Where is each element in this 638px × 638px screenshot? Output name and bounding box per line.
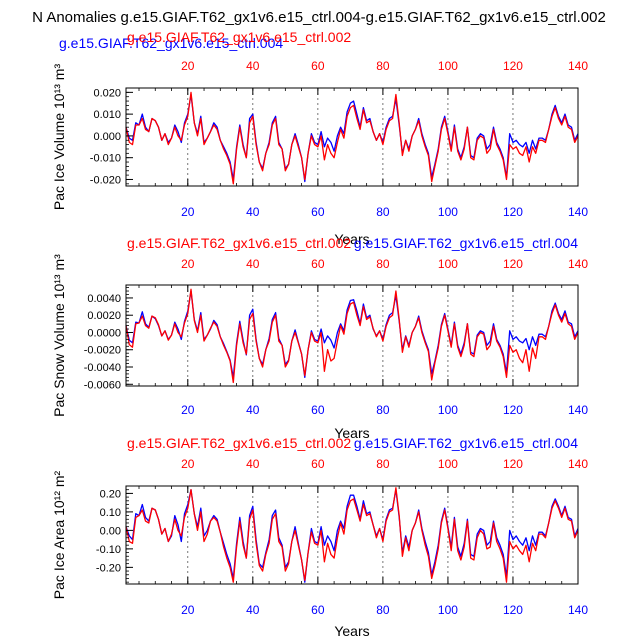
pac-ice-volume-x-top-tick-label: 80 <box>376 59 390 73</box>
pac-snow-volume-title-run-002: g.e15.GIAF.T62_gx1v6.e15_ctrl.002 <box>127 235 351 251</box>
pac-snow-volume-x-top-tick-label: 20 <box>181 257 195 271</box>
pac-snow-volume-y-tick-label: 0.0000 <box>87 327 121 339</box>
pac-ice-volume-series-red <box>125 91 579 185</box>
pac-ice-area-title-run-004: g.e15.GIAF.T62_gx1v6.e15_ctrl.004 <box>354 435 578 451</box>
pac-ice-volume-y-tick-label: -0.020 <box>90 174 121 186</box>
pac-ice-volume-x-top-tick-label: 60 <box>311 59 325 73</box>
pac-snow-volume-x-top-tick-label: 40 <box>246 257 260 271</box>
pac-snow-volume-x-top-tick-label: 140 <box>568 257 588 271</box>
pac-ice-volume-x-tick-label: 100 <box>438 205 458 219</box>
pac-ice-area-y-tick-label: 0.00 <box>100 525 121 537</box>
pac-ice-volume-x-top-tick-label: 100 <box>438 59 458 73</box>
pac-ice-volume-title-run-004: g.e15.GIAF.T62_gx1v6.e15_ctrl.004 <box>59 35 283 51</box>
pac-ice-volume-y-tick-label: -0.010 <box>90 153 121 165</box>
pac-snow-volume-y-tick-label: -0.0020 <box>84 345 121 357</box>
pac-ice-area-x-tick-label: 20 <box>181 603 195 617</box>
pac-snow-volume-x-top-tick-label: 120 <box>503 257 523 271</box>
pac-ice-area-x-top-tick-label: 80 <box>376 457 390 471</box>
pac-ice-area-series-blue <box>125 489 579 583</box>
figure-title: N Anomalies g.e15.GIAF.T62_gx1v6.e15_ctr… <box>32 9 606 26</box>
pac-ice-volume-x-top-tick-label: 20 <box>181 59 195 73</box>
pac-ice-volume-x-top-tick-label: 40 <box>246 59 260 73</box>
pac-ice-volume-y-tick-label: 0.010 <box>93 109 121 121</box>
pac-ice-volume-x-tick-label: 40 <box>246 205 260 219</box>
pac-snow-volume-x-tick-label: 140 <box>568 403 588 417</box>
pac-snow-volume-x-top-tick-label: 60 <box>311 257 325 271</box>
pac-ice-area-x-top-tick-label: 60 <box>311 457 325 471</box>
pac-snow-volume-y-axis-label: Pac Snow Volume 10¹³ m³ <box>51 254 67 417</box>
pac-ice-area-x-tick-label: 80 <box>376 603 390 617</box>
pac-ice-area-x-tick-label: 120 <box>503 603 523 617</box>
pac-ice-area-plot-frame <box>125 485 579 585</box>
pac-ice-area-x-top-tick-label: 20 <box>181 457 195 471</box>
pac-ice-area-x-tick-label: 100 <box>438 603 458 617</box>
pac-snow-volume-x-top-tick-label: 100 <box>438 257 458 271</box>
pac-snow-volume-x-tick-label: 20 <box>181 403 195 417</box>
pac-ice-area-series-red <box>125 487 579 583</box>
pac-ice-area-y-tick-label: 0.10 <box>100 507 121 519</box>
pac-ice-area-y-tick-label: 0.20 <box>100 488 121 500</box>
pac-ice-volume-plot-frame <box>125 87 579 187</box>
pac-ice-volume-y-tick-label: 0.000 <box>93 131 121 143</box>
pac-snow-volume-x-top-tick-label: 80 <box>376 257 390 271</box>
pac-snow-volume-plot-frame <box>125 284 579 387</box>
pac-ice-volume-y-tick-label: 0.020 <box>93 87 121 99</box>
pac-snow-volume-x-tick-label: 100 <box>438 403 458 417</box>
pac-ice-area-x-tick-label: 60 <box>311 603 325 617</box>
pac-snow-volume-y-tick-label: 0.0020 <box>87 310 121 322</box>
pac-ice-volume-x-top-tick-label: 120 <box>503 59 523 73</box>
pac-ice-volume-y-axis-label: Pac Ice Volume 10¹³ m³ <box>51 64 67 211</box>
pac-snow-volume-x-tick-label: 60 <box>311 403 325 417</box>
pac-ice-area-x-tick-label: 40 <box>246 603 260 617</box>
pac-ice-area-title-run-002: g.e15.GIAF.T62_gx1v6.e15_ctrl.002 <box>127 435 351 451</box>
pac-ice-volume-x-top-tick-label: 140 <box>568 59 588 73</box>
pac-ice-area-x-tick-label: 140 <box>568 603 588 617</box>
pac-ice-area-x-top-tick-label: 120 <box>503 457 523 471</box>
pac-snow-volume-y-tick-label: -0.0060 <box>84 379 121 391</box>
pac-ice-volume-series-blue <box>125 93 579 183</box>
pac-snow-volume-x-tick-label: 40 <box>246 403 260 417</box>
pac-ice-volume-title-run-002: g.e15.GIAF.T62_gx1v6.e15_ctrl.002 <box>127 29 351 45</box>
pac-ice-area-y-tick-label: -0.20 <box>96 562 121 574</box>
pac-ice-volume-x-tick-label: 80 <box>376 205 390 219</box>
pac-ice-volume-x-axis-label: Years <box>334 231 369 247</box>
pac-ice-area-x-top-tick-label: 140 <box>568 457 588 471</box>
pac-ice-area-x-top-tick-label: 100 <box>438 457 458 471</box>
pac-ice-area-y-axis-label: Pac Ice Area 10¹² m² <box>51 470 67 599</box>
pac-ice-area-y-tick-label: -0.10 <box>96 544 121 556</box>
pac-ice-area-x-axis-label: Years <box>334 623 369 638</box>
pac-snow-volume-series-red <box>125 288 579 384</box>
pac-snow-volume-x-tick-label: 80 <box>376 403 390 417</box>
pac-ice-volume-x-tick-label: 120 <box>503 205 523 219</box>
pac-ice-volume-x-tick-label: 140 <box>568 205 588 219</box>
pac-snow-volume-y-tick-label: 0.0040 <box>87 293 121 305</box>
pac-snow-volume-x-axis-label: Years <box>334 425 369 441</box>
pac-snow-volume-series-blue <box>125 290 579 379</box>
pac-snow-volume-y-tick-label: -0.0040 <box>84 362 121 374</box>
pac-snow-volume-x-tick-label: 120 <box>503 403 523 417</box>
pac-ice-volume-x-tick-label: 60 <box>311 205 325 219</box>
pac-ice-volume-x-tick-label: 20 <box>181 205 195 219</box>
pac-ice-area-x-top-tick-label: 40 <box>246 457 260 471</box>
pac-snow-volume-title-run-004: g.e15.GIAF.T62_gx1v6.e15_ctrl.004 <box>354 235 578 251</box>
